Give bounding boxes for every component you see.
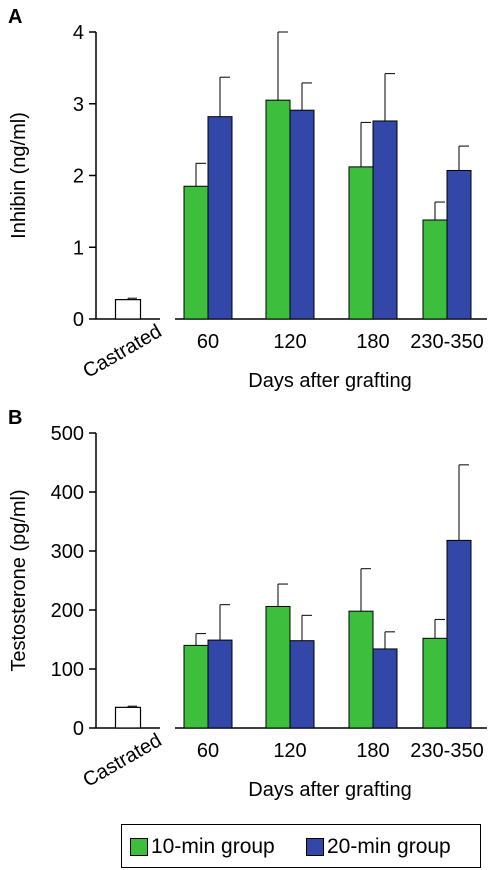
panel-label: A	[8, 6, 22, 28]
y-tick-label: 400	[51, 482, 84, 504]
bar	[348, 166, 374, 320]
y-tick-label: 200	[51, 600, 84, 622]
bar	[207, 116, 233, 320]
bar	[289, 640, 315, 729]
bar	[183, 644, 209, 729]
x-tick-label: 60	[197, 740, 219, 762]
y-tick-label: 3	[73, 94, 84, 116]
bar	[422, 637, 448, 729]
bar	[265, 605, 291, 729]
bar	[265, 99, 291, 320]
x-tick-label: 180	[356, 331, 389, 353]
y-tick-label: 500	[51, 423, 84, 445]
x-tick-label-control: Castrated	[79, 729, 165, 791]
legend-swatch-10-min	[130, 838, 148, 856]
bar-control	[114, 706, 142, 729]
x-tick-label: 180	[356, 740, 389, 762]
legend-label-10-min: 10-min group	[151, 835, 275, 858]
y-tick-label: 300	[51, 541, 84, 563]
bar	[289, 109, 315, 320]
legend-item-10-min: 10-min group	[130, 835, 275, 859]
y-axis-label: Inhibin (ng/ml)	[8, 112, 30, 239]
bar	[446, 539, 472, 729]
bar	[446, 169, 472, 320]
bar	[207, 639, 233, 729]
x-tick-label: 230-350	[410, 740, 483, 762]
legend: 10-min group 20-min group	[121, 824, 481, 868]
chart-panel-a: A 0 1 2 3 4 Inhibin (ng/ml) Castrated 60 120 180 23…	[8, 6, 487, 392]
y-tick-label: 2	[73, 166, 84, 188]
bar	[422, 219, 448, 320]
x-axis-label: Days after grafting	[248, 779, 411, 801]
y-tick-label: 0	[73, 718, 84, 740]
x-tick-label: 120	[273, 740, 306, 762]
x-tick-label: 120	[273, 331, 306, 353]
bar	[348, 610, 374, 729]
legend-item-20-min: 20-min group	[306, 835, 451, 859]
y-tick-label: 100	[51, 659, 84, 681]
chart-panel-b: B 0 100 200 300 400 500 Testosterone (pg/ml) Cas…	[8, 407, 487, 801]
y-tick-label: 0	[73, 309, 84, 331]
x-tick-label: 230-350	[410, 331, 483, 353]
y-axis-label: Testosterone (pg/ml)	[8, 489, 30, 671]
y-tick-label: 4	[73, 22, 84, 44]
x-tick-label-control: Castrated	[79, 320, 165, 382]
legend-swatch-20-min	[306, 838, 324, 856]
x-tick-label: 60	[197, 331, 219, 353]
bar	[372, 120, 398, 320]
bar-control	[114, 299, 142, 320]
bar	[183, 185, 209, 320]
y-tick-label: 1	[73, 237, 84, 259]
bar	[372, 648, 398, 729]
panel-label: B	[8, 407, 22, 429]
legend-label-20-min: 20-min group	[327, 835, 451, 858]
x-axis-label: Days after grafting	[248, 370, 411, 392]
